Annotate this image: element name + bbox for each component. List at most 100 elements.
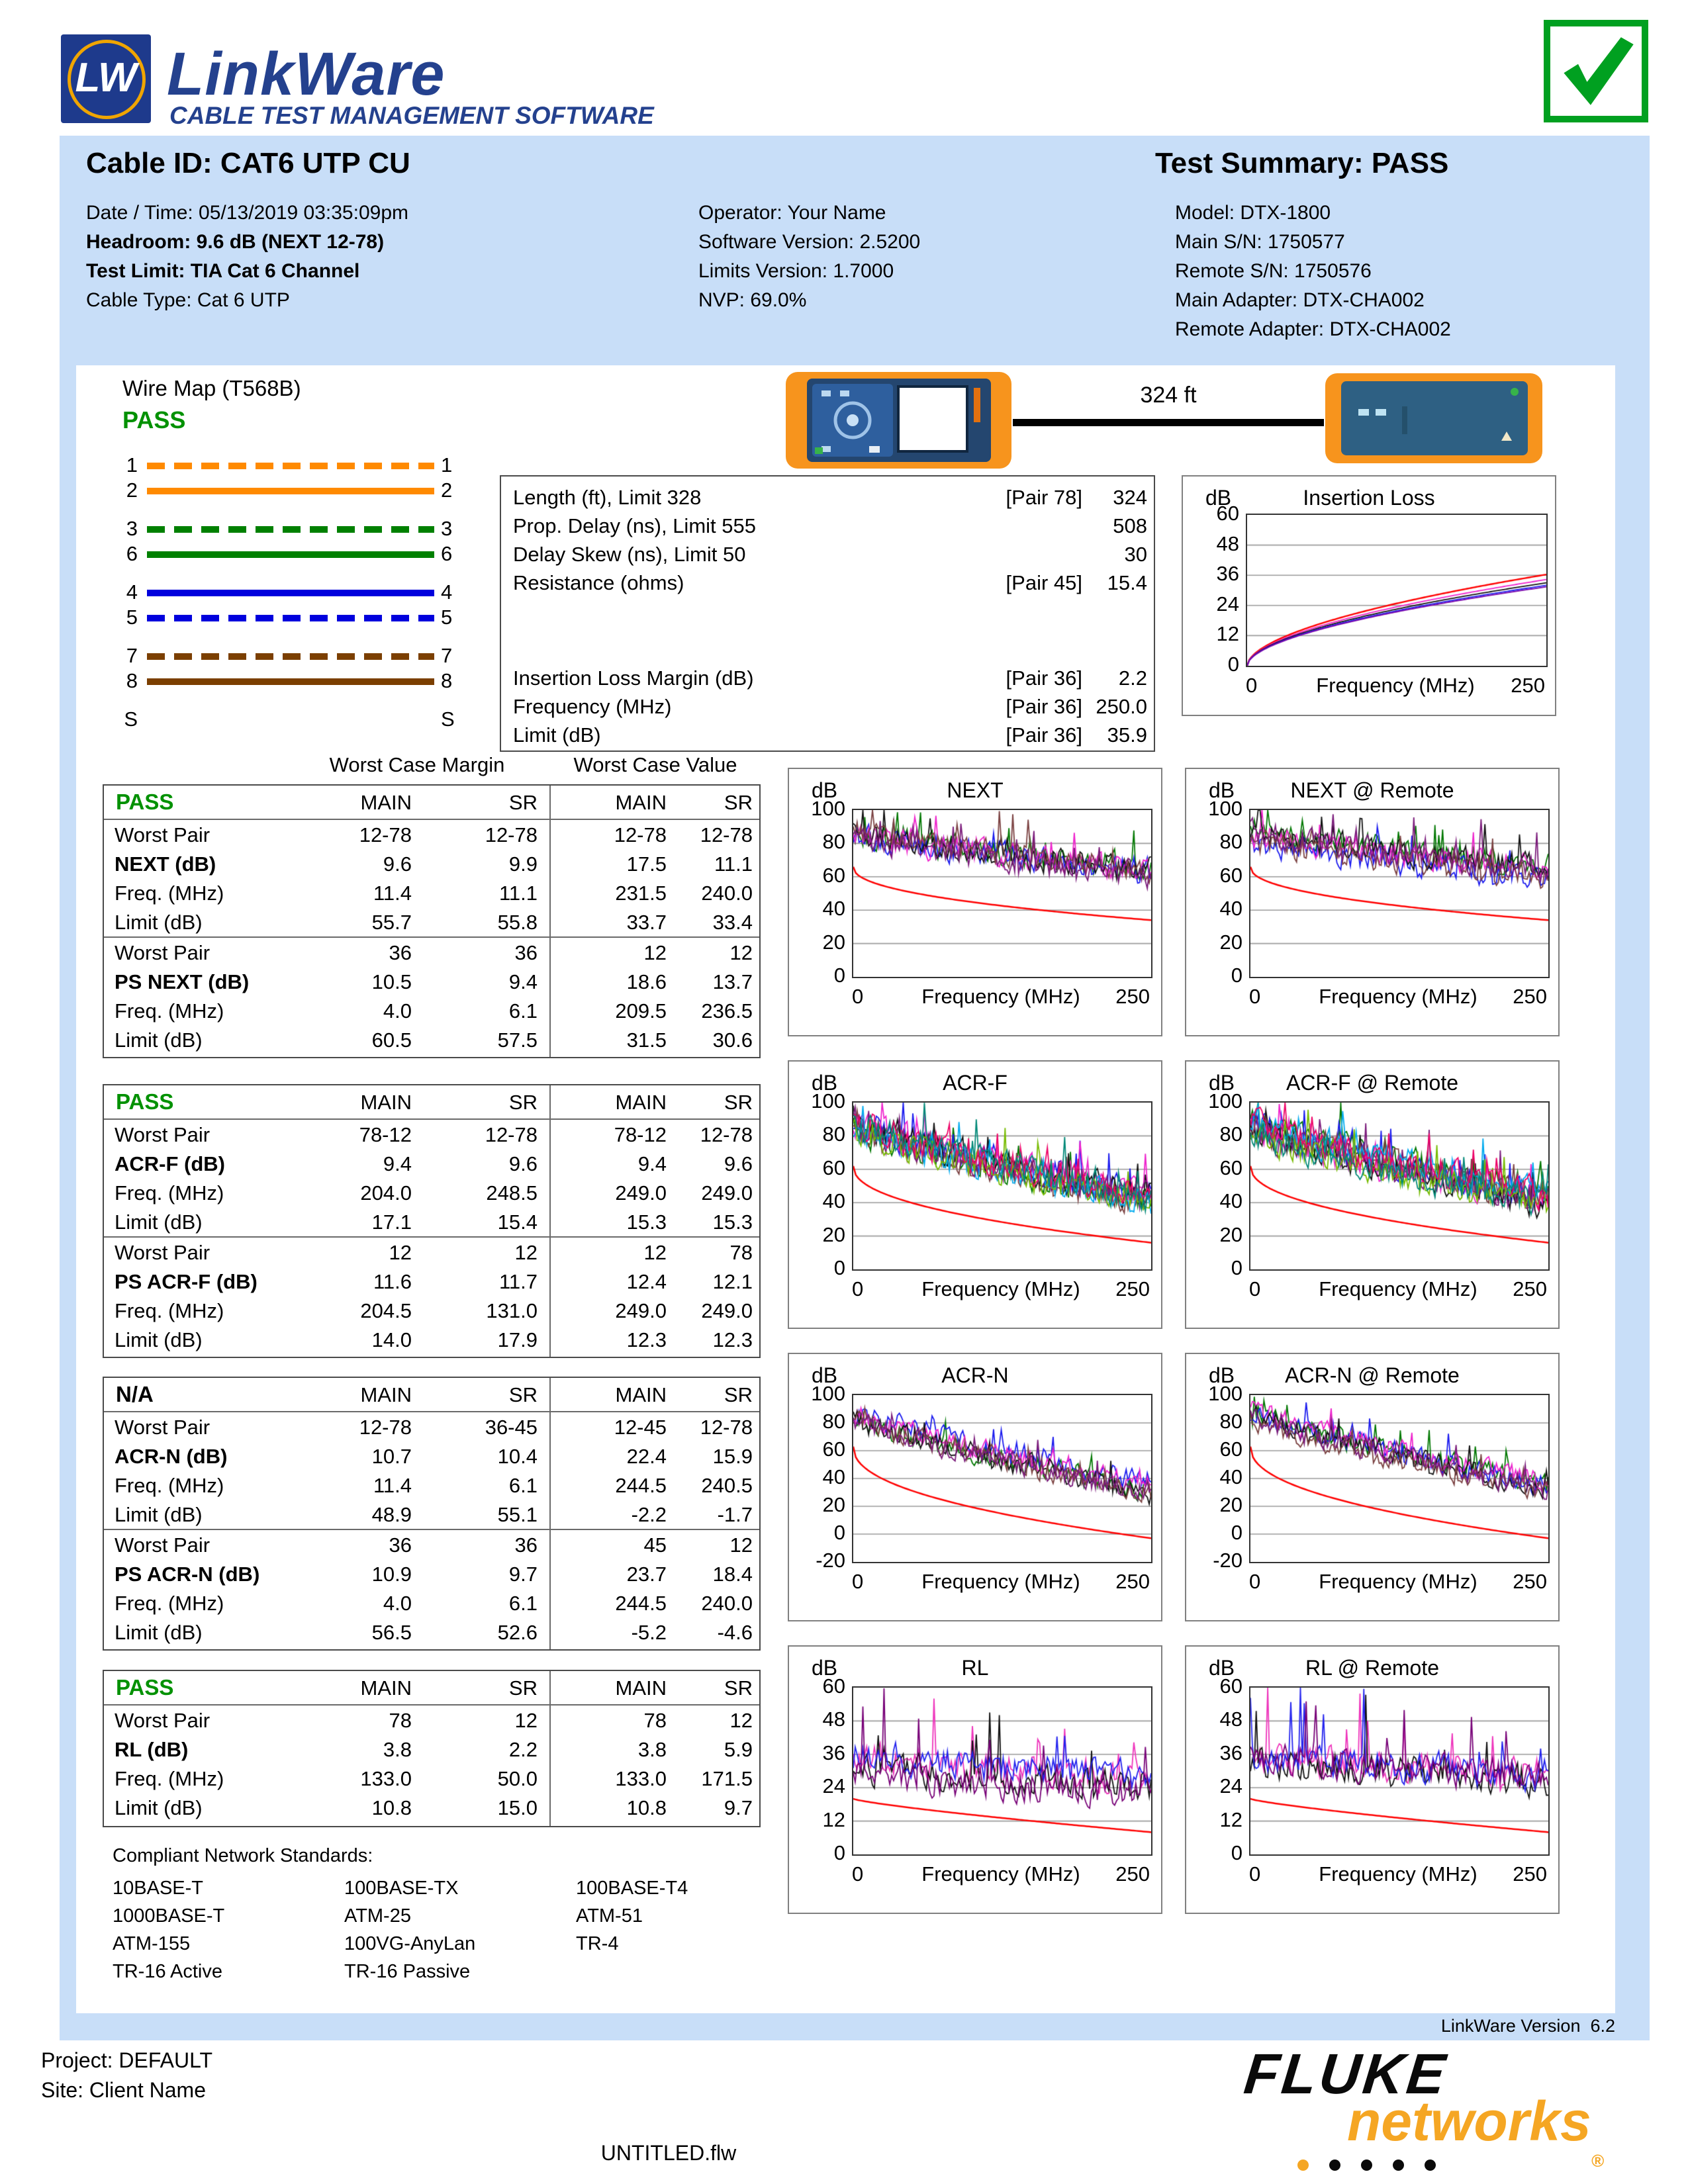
table-row: Freq. (MHz) 204.5 131.0 249.0 249.0 [104,1296,759,1325]
chart-y-tick-label: 60 [822,1437,845,1461]
chart-y-tick-label: 36 [822,1741,845,1764]
chart-y-tick-label: 40 [822,897,845,921]
table-cell: -5.2 [631,1621,667,1644]
linkware-version: LinkWare Version 6.2 [1440,2016,1615,2036]
worst-case-table: PASS MAIN SR MAIN SR Worst Pair 78 12 78 12 RL (dB… [103,1670,761,1827]
length-row-value: 30 [1124,543,1147,566]
table-row-label: Limit (dB) [115,1210,203,1234]
info-line: Software Version: 2.5200 [698,231,921,253]
standards-item: TR-4 [576,1933,619,1954]
table-cell: 36 [389,1533,412,1557]
chart-y-tick-label: 20 [822,1493,845,1516]
table-cell: 9.4 [383,1152,412,1175]
table-cell: 9.6 [508,1152,538,1175]
chart-y-tick-label: 60 [1219,863,1243,887]
chart-y-axis-label: dB [1209,1071,1235,1095]
info-line: NVP: 69.0% [698,289,807,311]
wiremap-pin-right-label: S [441,707,455,731]
length-row-pair: [Pair 78] [1006,486,1082,509]
table-cell: 9.7 [508,1563,538,1586]
chart-y-tick-label: 100 [1208,1382,1243,1405]
chart-x-min-label: 0 [1246,674,1258,697]
table-row: Limit (dB) 14.0 17.9 12.3 12.3 [104,1325,759,1354]
length-table-row: Insertion Loss Margin (dB) [Pair 36] 2.2 [513,664,1147,692]
table-cell: -1.7 [717,1503,753,1526]
chart-canvas [853,1395,1151,1562]
table-row-label: PS ACR-N (dB) [115,1563,260,1586]
table-row-label: Freq. (MHz) [115,1592,224,1615]
chart-y-tick-label: 40 [822,1189,845,1213]
table-cell: 249.0 [615,1181,667,1205]
info-line: Operator: Your Name [698,202,886,224]
main-tester-image [784,368,1013,476]
chart-y-tick-label: -20 [1213,1549,1243,1572]
networks-text: networks [1347,2090,1591,2152]
table-cell: 12-78 [359,823,412,846]
table-cell: 244.5 [615,1474,667,1497]
info-line: Date / Time: 05/13/2019 03:35:09pm [86,202,408,224]
table-cell: 15.4 [497,1210,538,1234]
chart-y-axis-label: dB [812,778,838,802]
table-column-header: SR [508,791,538,814]
worst-case-table-header: PASS MAIN SR MAIN SR [104,1671,759,1706]
chart-x-axis-label: Frequency (MHz) [1319,1570,1477,1593]
table-cell: 9.6 [383,852,412,876]
table-column-header: SR [508,1676,538,1700]
chart-y-tick-label: 80 [822,830,845,854]
chart-y-tick-label: -20 [816,1549,845,1572]
table-row: NEXT (dB) 9.6 9.9 17.5 11.1 [104,849,759,878]
table-cell: 15.3 [712,1210,753,1234]
chart-rl-remote: dB RL @ Remote 60 48 36 24 12 0 0 Frequency (MHz)… [1185,1645,1560,1914]
table-row: Freq. (MHz) 4.0 6.1 209.5 236.5 [104,996,759,1025]
table-row-label: Limit (dB) [115,1796,203,1819]
table-cell: 9.9 [508,852,538,876]
table-cell: 36 [514,941,538,964]
table-cell: 78-12 [614,1123,667,1146]
chart-canvas [853,1688,1151,1854]
length-row-value: 35.9 [1107,723,1147,747]
table-row-label: Limit (dB) [115,1328,203,1351]
chart-title: ACR-F @ Remote [1286,1071,1459,1095]
chart-plot-area [1249,809,1550,978]
standards-item: 100BASE-T4 [576,1878,688,1899]
linkware-logo-icon: LW [61,34,151,123]
table-row: ACR-F (dB) 9.4 9.6 9.4 9.6 [104,1149,759,1178]
registered-mark: ® [1591,2151,1604,2171]
table-row: Limit (dB) 55.7 55.8 33.7 33.4 [104,907,759,936]
table-cell: 131.0 [486,1299,538,1322]
table-row-label: RL (dB) [115,1738,189,1761]
table-column-header: SR [508,1383,538,1406]
chart-x-min-label: 0 [852,1570,864,1593]
info-column-left: Date / Time: 05/13/2019 03:35:09pm Headro… [86,199,408,315]
chart-y-tick-label: 12 [1216,622,1239,646]
wiremap-pin-left-label: 4 [126,580,138,604]
wiremap-wire-6 [147,551,434,558]
info-column-middle: Operator: Your Name Software Version: 2.5… [698,199,920,315]
chart-y-tick-label: 20 [1219,930,1243,954]
table-row-label: Worst Pair [115,941,211,964]
chart-y-tick-label: 0 [1231,1841,1243,1864]
chart-x-axis-label: Frequency (MHz) [1319,1862,1477,1886]
worst-case-table: N/A MAIN SR MAIN SR Worst Pair 12-78 36-45 12-45… [103,1377,761,1651]
fluke-dot [1425,2160,1436,2171]
table-row: Worst Pair 78 12 78 12 [104,1706,759,1735]
chart-y-tick-label: 60 [822,1674,845,1698]
chart-y-tick-label: 36 [1219,1741,1243,1764]
table-cell: 171.5 [701,1767,753,1790]
chart-x-axis-label: Frequency (MHz) [1319,985,1477,1008]
table-column-header: SR [724,1676,753,1700]
table-cell: -2.2 [631,1503,667,1526]
table-cell: 55.1 [497,1503,538,1526]
chart-canvas [1250,810,1548,977]
table-column-header: MAIN [615,1383,667,1406]
standards-title: Compliant Network Standards: [113,1845,373,1866]
table-cell: 78 [643,1709,667,1732]
info-line: Remote Adapter: DTX-CHA002 [1175,318,1451,340]
chart-y-tick-label: 100 [1208,1089,1243,1113]
chart-y-tick-label: 40 [1219,897,1243,921]
cable-id: Cable ID: CAT6 UTP CU [86,147,410,179]
length-row-pair: [Pair 45] [1006,571,1082,594]
chart-title: ACR-N @ Remote [1285,1363,1460,1387]
table-cell: 240.0 [701,1592,753,1615]
chart-x-min-label: 0 [1249,1277,1261,1300]
